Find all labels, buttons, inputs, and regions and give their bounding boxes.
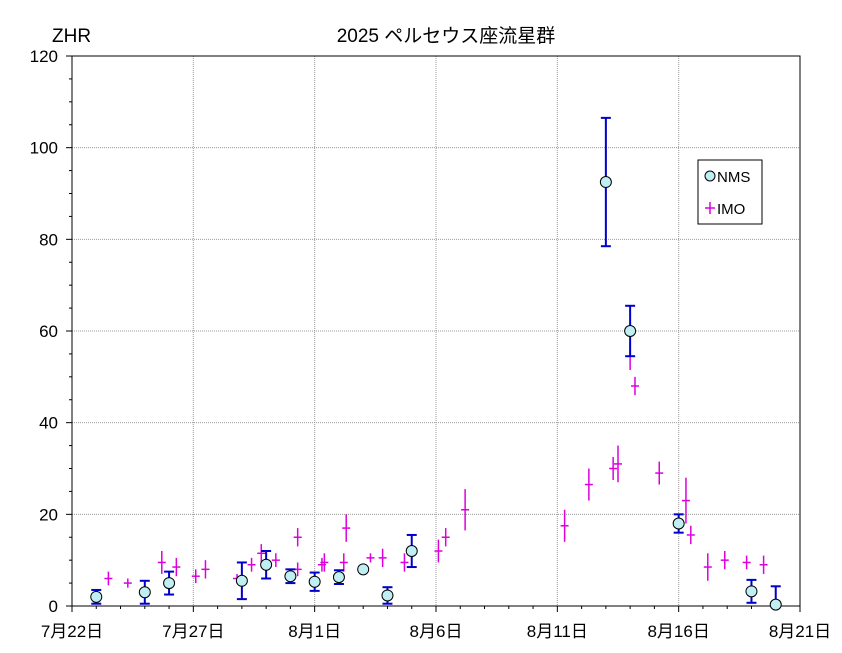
y-axis: 0 20 40 60 80 100 120 <box>30 47 72 616</box>
x-tick-label: 8月1日 <box>288 622 341 641</box>
grid <box>72 56 800 606</box>
legend: NMS IMO <box>697 159 763 225</box>
x-axis: 7月22日 7月27日 8月1日 8月6日 8月11日 8月16日 8月21日 <box>41 606 831 641</box>
y-tick-label: 120 <box>30 47 58 66</box>
x-tick-label: 7月27日 <box>162 622 224 641</box>
nms-point <box>405 545 418 557</box>
y-tick-label: 100 <box>30 139 58 158</box>
nms-point <box>163 577 176 590</box>
x-tick-label: 8月21日 <box>769 622 831 641</box>
legend-nms-label: NMS <box>717 169 750 186</box>
x-tick-label: 7月22日 <box>41 622 103 641</box>
y-tick-label: 80 <box>39 230 58 249</box>
nms-point <box>599 176 612 189</box>
y-tick-label: 40 <box>39 414 58 433</box>
nms-point <box>308 575 321 588</box>
nms-point <box>624 325 637 337</box>
nms-point <box>332 571 345 584</box>
chart-title: 2025 ペルセウス座流星群 <box>337 25 556 47</box>
series-layer <box>90 116 782 611</box>
nms-point <box>672 517 685 530</box>
nms-point <box>745 585 758 598</box>
legend-imo-label: IMO <box>717 201 745 218</box>
nms-point <box>235 574 248 587</box>
x-tick-label: 8月6日 <box>410 622 463 641</box>
nms-point <box>357 563 370 576</box>
x-tick-label: 8月11日 <box>527 622 588 641</box>
nms-point <box>260 558 273 571</box>
nms-point <box>381 589 394 602</box>
y-axis-label: ZHR <box>52 26 91 47</box>
nms-point <box>138 586 151 599</box>
nms-point <box>769 598 782 611</box>
x-tick-label: 8月16日 <box>647 622 709 641</box>
nms-point <box>90 590 103 603</box>
y-tick-label: 60 <box>39 322 58 341</box>
legend-nms-marker <box>704 170 716 182</box>
nms-point <box>284 570 297 583</box>
y-tick-label: 20 <box>39 505 58 524</box>
y-tick-label: 0 <box>49 597 58 616</box>
